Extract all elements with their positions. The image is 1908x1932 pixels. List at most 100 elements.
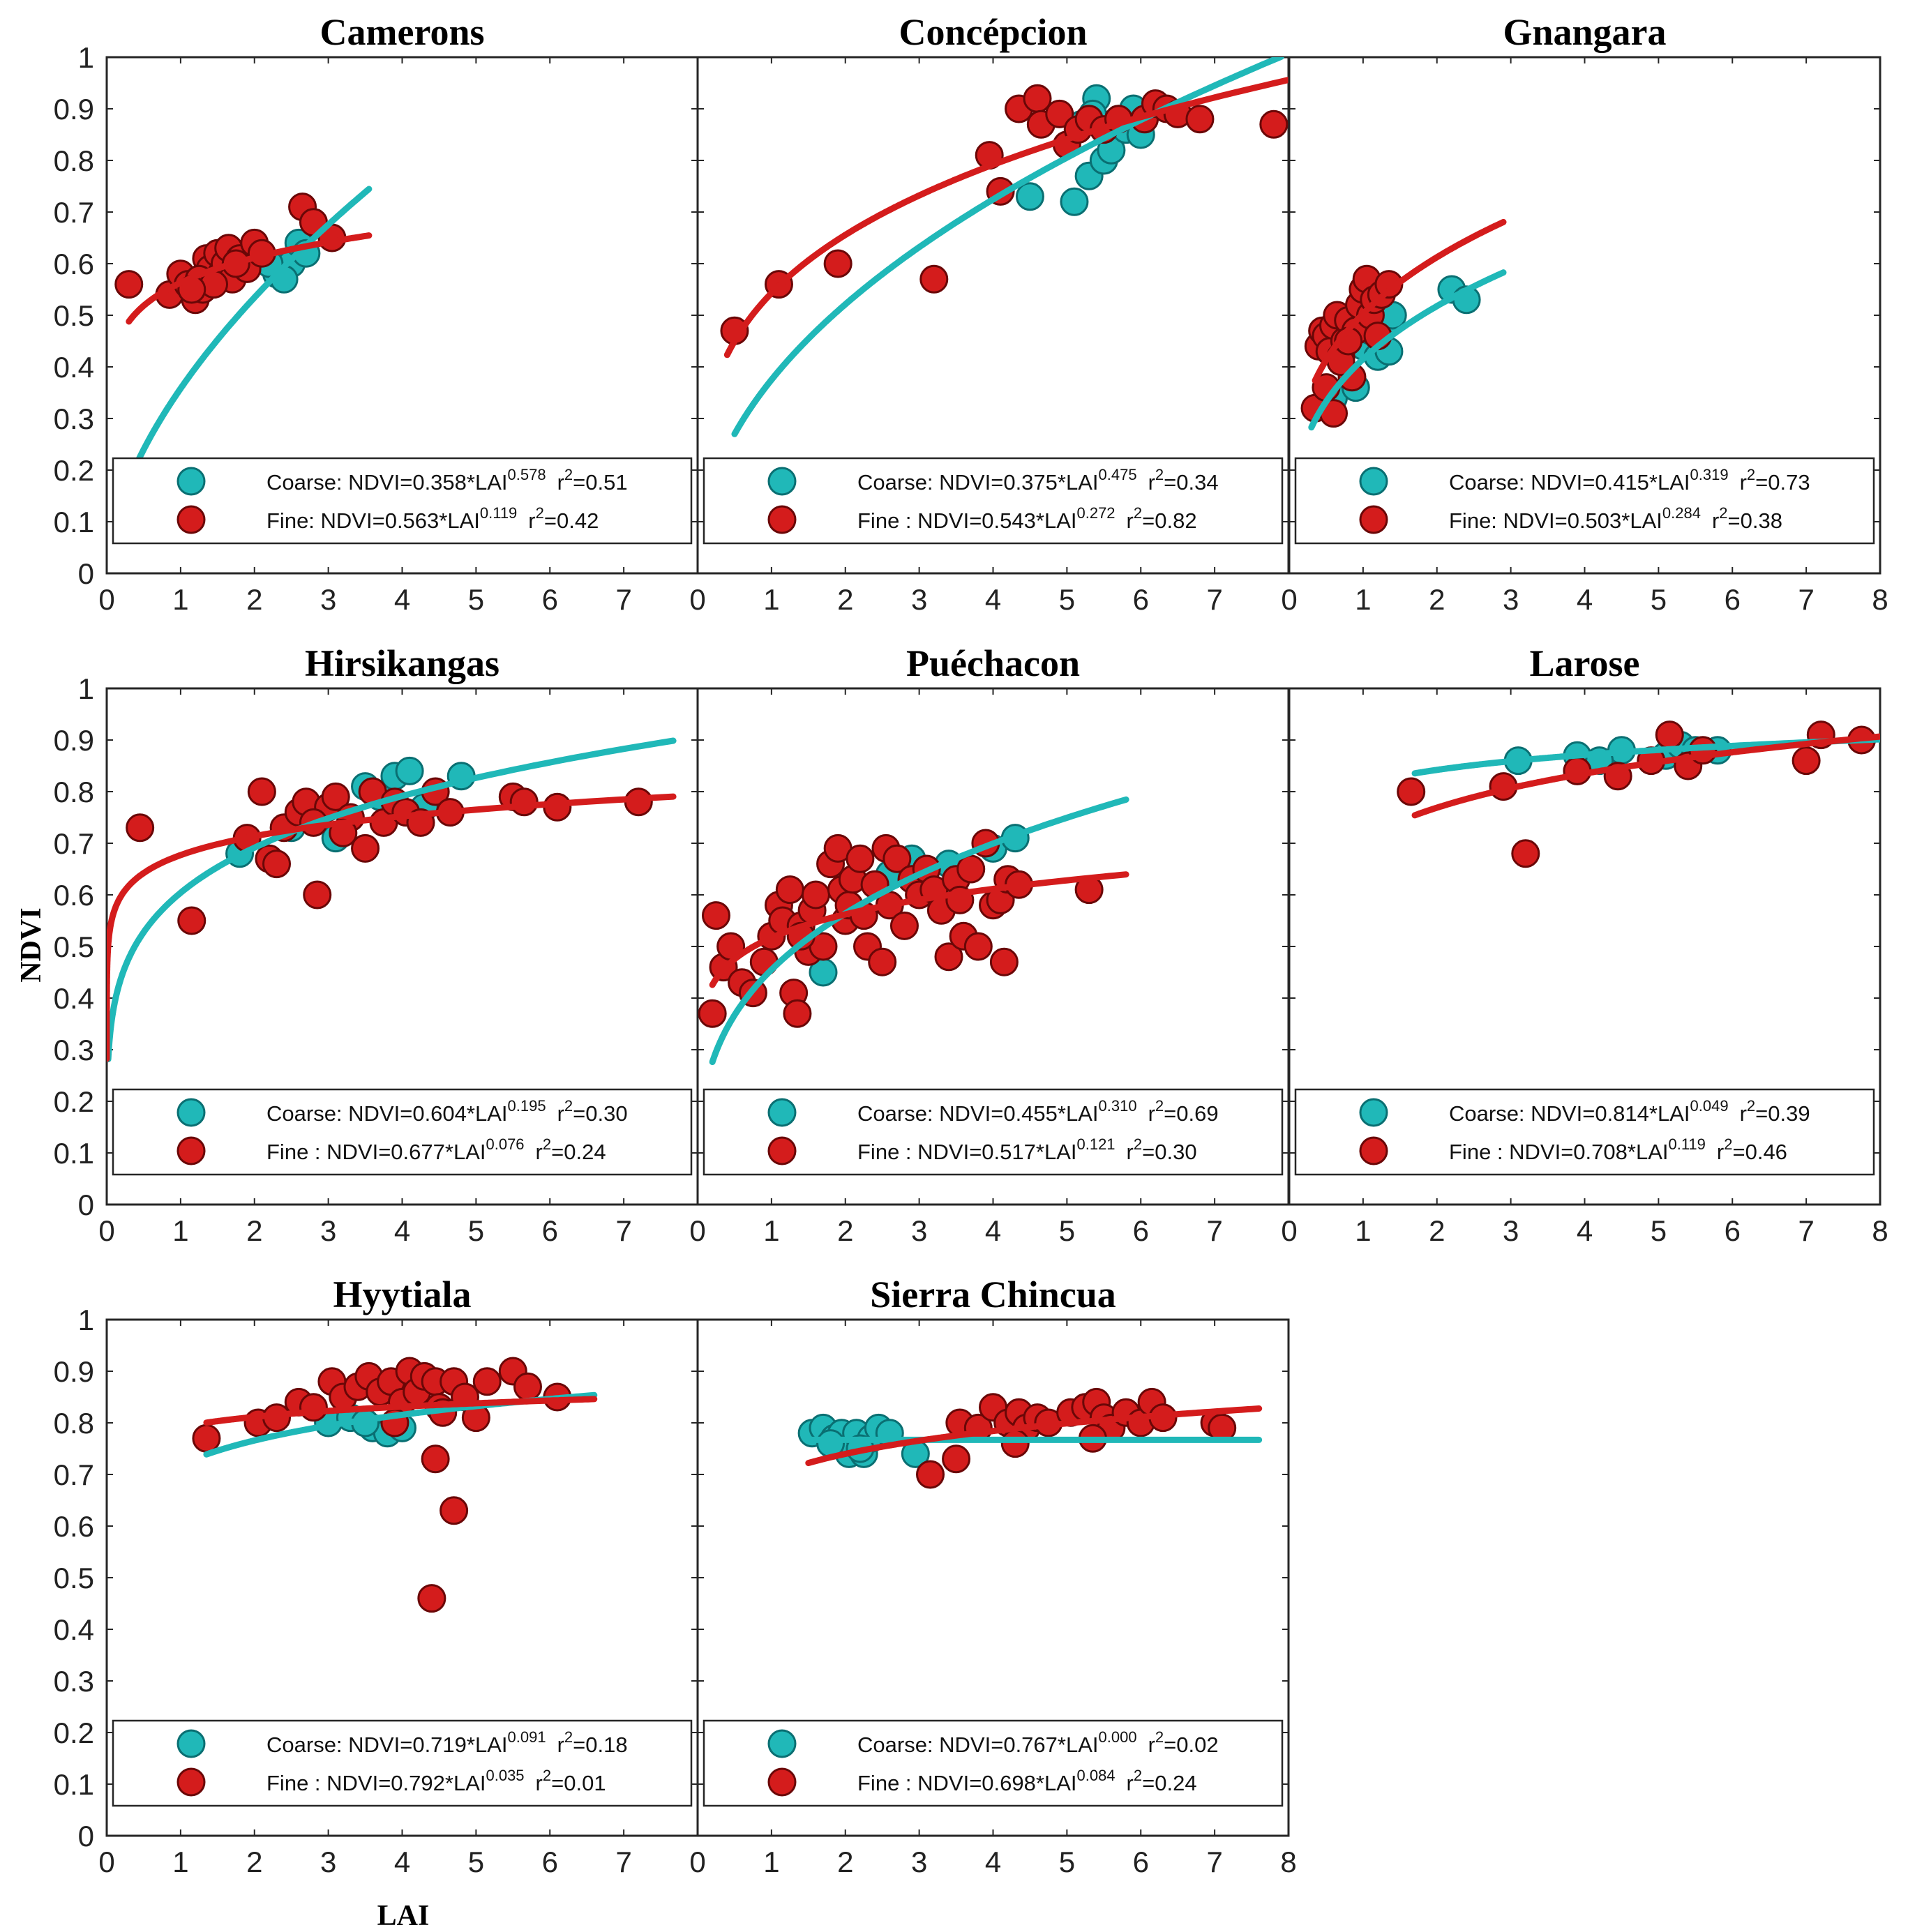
fine-legend-exponent: 0.119 xyxy=(480,504,517,522)
plot-area xyxy=(107,737,677,1063)
fine-point xyxy=(192,1424,221,1453)
y-tick-label: 0.7 xyxy=(54,1458,94,1491)
x-tick-label: 5 xyxy=(1651,583,1667,616)
panel-hyytiala: Hyytiala 0 1 2 3 4 5 6 7 0 0.1 0.2 0.3 0.4 0.5 0.6 0.7 0.… xyxy=(54,1274,699,1878)
fine-point xyxy=(247,777,276,806)
coarse-legend-r2: =0.34 xyxy=(1164,470,1218,495)
coarse-fit-line xyxy=(709,796,1129,1066)
y-tick-label: 0.9 xyxy=(54,724,94,757)
x-axis-label: LAI xyxy=(377,1900,430,1932)
fine-point xyxy=(1655,720,1684,750)
fine-legend-label: Fine : NDVI=0.698*LAI0.084 r2=0.24 xyxy=(857,1767,1197,1795)
x-tick-label: 2 xyxy=(837,1214,853,1247)
coarse-point xyxy=(1060,187,1089,216)
y-tick-label: 0.2 xyxy=(54,1085,94,1118)
y-tick-label: 0.9 xyxy=(54,1355,94,1388)
y-axis-label: NDVI xyxy=(15,907,47,982)
coarse-legend-r: r xyxy=(1740,470,1747,495)
fine-legend-equation: Fine : NDVI=0.792*LAI xyxy=(266,1771,486,1795)
fine-legend-equation: Fine : NDVI=0.543*LAI xyxy=(857,508,1076,533)
x-tick-label: 7 xyxy=(615,1846,631,1878)
fine-legend-label: Fine : NDVI=0.677*LAI0.076 r2=0.24 xyxy=(266,1135,606,1164)
legend-box xyxy=(1294,1088,1875,1176)
coarse-fit-line xyxy=(203,1391,598,1458)
coarse-legend-r: r xyxy=(557,1733,564,1757)
x-tick-label: 4 xyxy=(394,583,410,616)
fine-legend-r-sup: 2 xyxy=(1724,1135,1732,1153)
coarse-legend-equation: Coarse: NDVI=0.814*LAI xyxy=(1449,1101,1690,1126)
fine-point xyxy=(916,1460,945,1489)
coarse-legend-marker xyxy=(176,1098,206,1127)
fine-point xyxy=(126,813,155,843)
fine-legend-exponent: 0.076 xyxy=(486,1135,524,1153)
fine-point xyxy=(889,911,919,940)
coarse-legend-exponent: 0.310 xyxy=(1099,1097,1137,1115)
legend-box xyxy=(703,457,1284,545)
fine-fit-line xyxy=(203,1396,598,1426)
x-tick-label: 1 xyxy=(763,583,779,616)
x-tick-label: 0 xyxy=(1281,1214,1297,1247)
coarse-legend-label: Coarse: NDVI=0.375*LAI0.475 r2=0.34 xyxy=(857,466,1219,495)
y-tick-label: 0.4 xyxy=(54,351,94,384)
fine-fit-line xyxy=(709,871,1129,988)
y-tick-label: 0.1 xyxy=(54,506,94,538)
coarse-legend-r: r xyxy=(557,1101,564,1126)
fine-point xyxy=(823,249,852,278)
legend-box xyxy=(1294,457,1875,545)
fine-legend-r-sup: 2 xyxy=(1134,504,1142,522)
x-tick-label: 3 xyxy=(320,1214,336,1247)
x-tick-label: 0 xyxy=(98,583,114,616)
coarse-fit-line xyxy=(133,186,373,468)
y-tick-label: 0.4 xyxy=(54,982,94,1015)
x-tick-label: 1 xyxy=(763,1846,779,1878)
fine-point xyxy=(513,1372,542,1401)
y-tick-label: 0.9 xyxy=(54,93,94,126)
x-tick-label: 7 xyxy=(1798,583,1814,616)
coarse-legend-label: Coarse: NDVI=0.358*LAI0.578 r2=0.51 xyxy=(266,466,628,495)
coarse-legend-r-sup: 2 xyxy=(1155,466,1164,483)
fine-legend-r-sup: 2 xyxy=(1134,1135,1142,1153)
fine-legend-marker xyxy=(1359,505,1388,534)
panel-title: Hirsikangas xyxy=(305,642,499,684)
panel-title: Hyytiala xyxy=(333,1274,472,1315)
x-tick-label: 4 xyxy=(1577,583,1593,616)
legend: Coarse: NDVI=0.415*LAI0.319 r2=0.73Fine: … xyxy=(1294,457,1875,545)
x-tick-label: 5 xyxy=(1059,1214,1075,1247)
x-tick-label: 0 xyxy=(689,1214,705,1247)
y-tick-label: 0.4 xyxy=(54,1613,94,1646)
legend-box xyxy=(112,1088,693,1176)
coarse-legend-exponent: 0.049 xyxy=(1690,1097,1729,1115)
x-tick-label: 2 xyxy=(246,1214,262,1247)
plot-area xyxy=(720,57,1289,437)
fine-point xyxy=(1397,777,1426,806)
fine-point xyxy=(775,875,804,905)
fine-legend-marker xyxy=(767,1767,797,1797)
y-tick-label: 0.5 xyxy=(54,299,94,332)
fine-fit-line xyxy=(107,793,677,1062)
x-tick-label: 2 xyxy=(246,583,262,616)
fine-fit-line xyxy=(1411,733,1880,819)
coarse-legend-r: r xyxy=(557,470,564,495)
x-tick-label: 1 xyxy=(172,1214,188,1247)
fine-legend-exponent: 0.284 xyxy=(1662,504,1701,522)
fine-legend-r: r xyxy=(1712,508,1719,533)
fine-point xyxy=(1259,110,1289,139)
fine-legend-r-sup: 2 xyxy=(543,1135,551,1153)
panel-title: Sierra Chincua xyxy=(870,1274,1116,1315)
coarse-legend-exponent: 0.319 xyxy=(1690,466,1729,483)
fine-point xyxy=(846,844,875,873)
y-tick-label: 0.1 xyxy=(54,1137,94,1170)
panel-title: Concépcion xyxy=(899,11,1088,53)
fine-point xyxy=(299,1393,328,1422)
coarse-legend-marker xyxy=(767,1729,797,1758)
fine-legend-r2: =0.42 xyxy=(544,508,599,533)
fine-legend-marker xyxy=(176,1767,206,1797)
x-tick-label: 7 xyxy=(615,583,631,616)
legend: Coarse: NDVI=0.375*LAI0.475 r2=0.34 Fine :… xyxy=(703,457,1284,545)
coarse-point xyxy=(395,756,424,785)
fine-point xyxy=(1185,105,1215,134)
fine-legend-exponent: 0.084 xyxy=(1076,1767,1115,1784)
